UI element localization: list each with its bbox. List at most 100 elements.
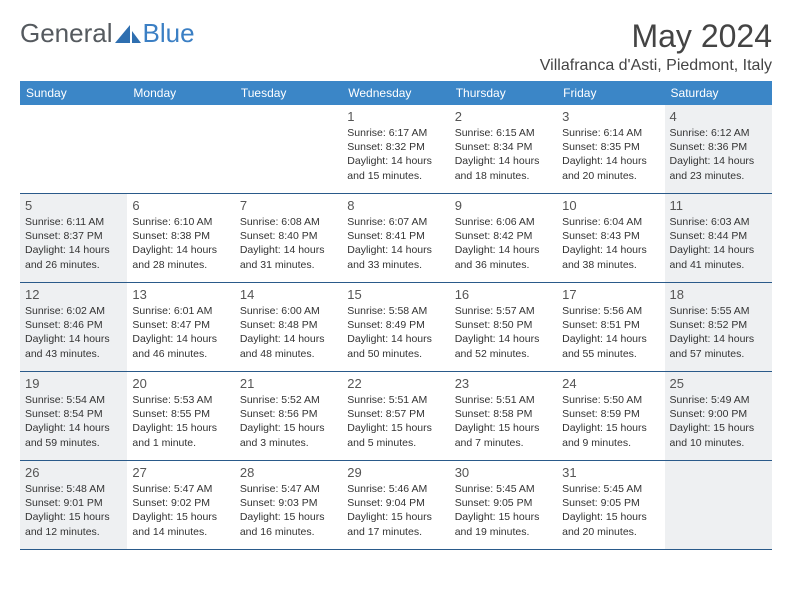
weekday-cell: Friday	[557, 81, 664, 105]
day-number: 8	[347, 198, 444, 213]
day-number: 24	[562, 376, 659, 391]
day-cell: 10 Sunrise: 6:04 AMSunset: 8:43 PMDayligh…	[557, 194, 664, 282]
day-number: 17	[562, 287, 659, 302]
day-cell: 7Sunrise: 6:08 AMSunset: 8:40 PMDaylight…	[235, 194, 342, 282]
day-number: 10	[562, 198, 659, 213]
day-details: Sunrise: 5:45 AMSunset: 9:05 PMDaylight:…	[562, 482, 659, 539]
day-cell: 11 Sunrise: 6:03 AMSunset: 8:44 PMDayligh…	[665, 194, 772, 282]
day-cell: 12 Sunrise: 6:02 AMSunset: 8:46 PMDayligh…	[20, 283, 127, 371]
weekday-header-row: SundayMondayTuesdayWednesdayThursdayFrid…	[20, 81, 772, 105]
weekday-cell: Thursday	[450, 81, 557, 105]
day-cell: 31 Sunrise: 5:45 AMSunset: 9:05 PMDayligh…	[557, 461, 664, 549]
day-details: Sunrise: 6:04 AMSunset: 8:43 PMDaylight:…	[562, 215, 659, 272]
day-number: 31	[562, 465, 659, 480]
day-details: Sunrise: 5:57 AMSunset: 8:50 PMDaylight:…	[455, 304, 552, 361]
day-number: 3	[562, 109, 659, 124]
day-cell: 24Sunrise: 5:50 AMSunset: 8:59 PMDayligh…	[557, 372, 664, 460]
day-cell: 30Sunrise: 5:45 AMSunset: 9:05 PMDayligh…	[450, 461, 557, 549]
day-details: Sunrise: 5:49 AMSunset: 9:00 PMDaylight:…	[670, 393, 767, 450]
weekday-cell: Tuesday	[235, 81, 342, 105]
calendar-grid: SundayMondayTuesdayWednesdayThursdayFrid…	[20, 81, 772, 550]
day-details: Sunrise: 5:54 AMSunset: 8:54 PMDaylight:…	[25, 393, 122, 450]
day-details: Sunrise: 5:52 AMSunset: 8:56 PMDaylight:…	[240, 393, 337, 450]
logo-sail-icon	[115, 23, 141, 45]
weekday-cell: Monday	[127, 81, 234, 105]
day-cell: 29Sunrise: 5:46 AMSunset: 9:04 PMDayligh…	[342, 461, 449, 549]
day-details: Sunrise: 6:15 AMSunset: 8:34 PMDaylight:…	[455, 126, 552, 183]
brand-logo: General Blue	[20, 18, 195, 49]
weekday-cell: Saturday	[665, 81, 772, 105]
day-details: Sunrise: 5:48 AMSunset: 9:01 PMDaylight:…	[25, 482, 122, 539]
day-cell: 26 Sunrise: 5:48 AMSunset: 9:01 PMDayligh…	[20, 461, 127, 549]
day-cell	[235, 105, 342, 193]
day-details: Sunrise: 6:03 AMSunset: 8:44 PMDaylight:…	[670, 215, 767, 272]
day-cell: 8 Sunrise: 6:07 AMSunset: 8:41 PMDaylight…	[342, 194, 449, 282]
day-details: Sunrise: 5:51 AMSunset: 8:57 PMDaylight:…	[347, 393, 444, 450]
day-cell	[665, 461, 772, 549]
day-cell	[127, 105, 234, 193]
day-cell: 19 Sunrise: 5:54 AMSunset: 8:54 PMDayligh…	[20, 372, 127, 460]
day-number: 6	[132, 198, 229, 213]
day-cell: 1 Sunrise: 6:17 AMSunset: 8:32 PMDaylight…	[342, 105, 449, 193]
month-title: May 2024	[540, 18, 772, 55]
week-row: 26 Sunrise: 5:48 AMSunset: 9:01 PMDayligh…	[20, 461, 772, 550]
day-details: Sunrise: 6:14 AMSunset: 8:35 PMDaylight:…	[562, 126, 659, 183]
day-details: Sunrise: 6:01 AMSunset: 8:47 PMDaylight:…	[132, 304, 229, 361]
day-details: Sunrise: 6:07 AMSunset: 8:41 PMDaylight:…	[347, 215, 444, 272]
week-row: 5 Sunrise: 6:11 AMSunset: 8:37 PMDaylight…	[20, 194, 772, 283]
day-cell: 17 Sunrise: 5:56 AMSunset: 8:51 PMDayligh…	[557, 283, 664, 371]
day-number: 14	[240, 287, 337, 302]
day-number: 19	[25, 376, 122, 391]
day-cell: 15 Sunrise: 5:58 AMSunset: 8:49 PMDayligh…	[342, 283, 449, 371]
day-number: 26	[25, 465, 122, 480]
header: General Blue May 2024 Villafranca d'Asti…	[20, 18, 772, 75]
weekday-cell: Sunday	[20, 81, 127, 105]
week-row: 19 Sunrise: 5:54 AMSunset: 8:54 PMDayligh…	[20, 372, 772, 461]
day-number: 22	[347, 376, 444, 391]
title-block: May 2024 Villafranca d'Asti, Piedmont, I…	[540, 18, 772, 75]
day-number: 18	[670, 287, 767, 302]
day-details: Sunrise: 5:56 AMSunset: 8:51 PMDaylight:…	[562, 304, 659, 361]
day-details: Sunrise: 6:02 AMSunset: 8:46 PMDaylight:…	[25, 304, 122, 361]
day-details: Sunrise: 6:17 AMSunset: 8:32 PMDaylight:…	[347, 126, 444, 183]
day-cell: 23Sunrise: 5:51 AMSunset: 8:58 PMDayligh…	[450, 372, 557, 460]
day-cell: 14 Sunrise: 6:00 AMSunset: 8:48 PMDayligh…	[235, 283, 342, 371]
day-number: 13	[132, 287, 229, 302]
day-number: 23	[455, 376, 552, 391]
location-text: Villafranca d'Asti, Piedmont, Italy	[540, 57, 772, 75]
day-number: 15	[347, 287, 444, 302]
day-cell: 5 Sunrise: 6:11 AMSunset: 8:37 PMDaylight…	[20, 194, 127, 282]
day-details: Sunrise: 5:45 AMSunset: 9:05 PMDaylight:…	[455, 482, 552, 539]
day-cell: 3 Sunrise: 6:14 AMSunset: 8:35 PMDaylight…	[557, 105, 664, 193]
weekday-cell: Wednesday	[342, 81, 449, 105]
day-number: 28	[240, 465, 337, 480]
day-cell	[20, 105, 127, 193]
day-details: Sunrise: 5:47 AMSunset: 9:03 PMDaylight:…	[240, 482, 337, 539]
day-details: Sunrise: 6:06 AMSunset: 8:42 PMDaylight:…	[455, 215, 552, 272]
day-number: 4	[670, 109, 767, 124]
day-cell: 4 Sunrise: 6:12 AMSunset: 8:36 PMDaylight…	[665, 105, 772, 193]
day-number: 11	[670, 198, 767, 213]
day-number: 21	[240, 376, 337, 391]
day-details: Sunrise: 6:10 AMSunset: 8:38 PMDaylight:…	[132, 215, 229, 272]
day-number: 9	[455, 198, 552, 213]
day-cell: 21 Sunrise: 5:52 AMSunset: 8:56 PMDayligh…	[235, 372, 342, 460]
day-number: 1	[347, 109, 444, 124]
day-details: Sunrise: 6:00 AMSunset: 8:48 PMDaylight:…	[240, 304, 337, 361]
day-number: 16	[455, 287, 552, 302]
day-number: 27	[132, 465, 229, 480]
day-details: Sunrise: 6:12 AMSunset: 8:36 PMDaylight:…	[670, 126, 767, 183]
week-row: 1 Sunrise: 6:17 AMSunset: 8:32 PMDaylight…	[20, 105, 772, 194]
day-details: Sunrise: 6:08 AMSunset: 8:40 PMDaylight:…	[240, 215, 337, 272]
day-details: Sunrise: 6:11 AMSunset: 8:37 PMDaylight:…	[25, 215, 122, 272]
day-cell: 9 Sunrise: 6:06 AMSunset: 8:42 PMDaylight…	[450, 194, 557, 282]
brand-text-2: Blue	[143, 18, 195, 49]
day-number: 12	[25, 287, 122, 302]
brand-text-1: General	[20, 18, 113, 49]
day-cell: 6 Sunrise: 6:10 AMSunset: 8:38 PMDaylight…	[127, 194, 234, 282]
day-number: 29	[347, 465, 444, 480]
day-number: 2	[455, 109, 552, 124]
day-number: 5	[25, 198, 122, 213]
day-cell: 27Sunrise: 5:47 AMSunset: 9:02 PMDayligh…	[127, 461, 234, 549]
day-details: Sunrise: 5:58 AMSunset: 8:49 PMDaylight:…	[347, 304, 444, 361]
